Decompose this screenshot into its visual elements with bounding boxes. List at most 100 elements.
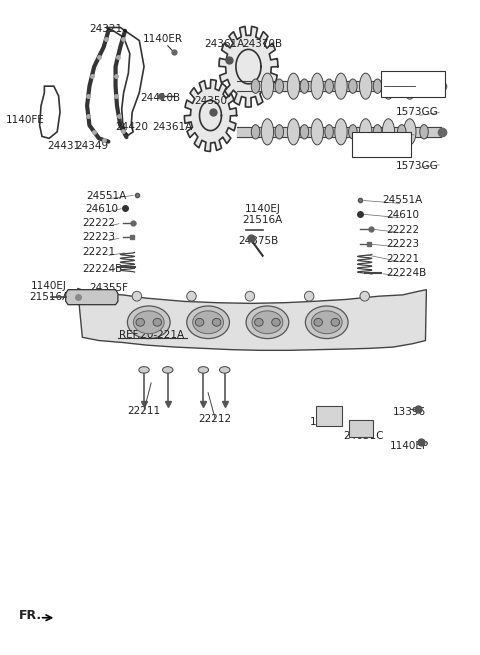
Ellipse shape — [304, 291, 314, 301]
Ellipse shape — [163, 367, 173, 373]
Ellipse shape — [348, 124, 357, 139]
Text: 24361A: 24361A — [204, 39, 245, 48]
Text: REF.20-221A: REF.20-221A — [119, 330, 184, 341]
Ellipse shape — [360, 73, 372, 99]
Text: 24551A: 24551A — [383, 195, 423, 205]
Text: 22224B: 22224B — [386, 269, 427, 278]
FancyBboxPatch shape — [316, 405, 342, 426]
Ellipse shape — [360, 119, 372, 145]
Ellipse shape — [261, 119, 274, 145]
Ellipse shape — [252, 79, 260, 94]
Text: 1140FE: 1140FE — [6, 115, 45, 125]
Ellipse shape — [187, 291, 196, 301]
Ellipse shape — [195, 318, 204, 326]
Ellipse shape — [335, 119, 347, 145]
Ellipse shape — [246, 306, 289, 339]
Ellipse shape — [198, 367, 209, 373]
Ellipse shape — [382, 73, 395, 99]
Ellipse shape — [314, 318, 323, 326]
Text: 24355F: 24355F — [89, 284, 128, 293]
Ellipse shape — [139, 367, 149, 373]
Ellipse shape — [325, 79, 334, 94]
Text: 24349: 24349 — [75, 141, 108, 151]
Ellipse shape — [382, 119, 395, 145]
Text: 22222: 22222 — [83, 218, 116, 228]
Text: 24370B: 24370B — [242, 39, 283, 48]
Ellipse shape — [420, 124, 428, 139]
Ellipse shape — [331, 318, 339, 326]
Ellipse shape — [288, 73, 300, 99]
Text: 24610: 24610 — [85, 204, 118, 214]
Ellipse shape — [420, 79, 428, 94]
Text: 22211: 22211 — [128, 406, 161, 416]
Ellipse shape — [187, 306, 229, 339]
Polygon shape — [219, 26, 278, 107]
Text: 24551A: 24551A — [86, 191, 126, 200]
Ellipse shape — [254, 318, 263, 326]
Text: 24410B: 24410B — [141, 93, 180, 103]
FancyBboxPatch shape — [349, 420, 373, 437]
Text: 24350: 24350 — [194, 96, 227, 106]
Text: 24420: 24420 — [116, 122, 149, 132]
Ellipse shape — [132, 291, 142, 301]
Ellipse shape — [127, 306, 170, 339]
Ellipse shape — [275, 79, 284, 94]
Ellipse shape — [245, 291, 254, 301]
Text: FR.: FR. — [19, 609, 42, 622]
Polygon shape — [184, 80, 237, 151]
Text: 10522: 10522 — [310, 417, 343, 427]
Ellipse shape — [312, 311, 342, 333]
Polygon shape — [78, 288, 426, 350]
Ellipse shape — [335, 73, 347, 99]
Text: 22224B: 22224B — [83, 264, 123, 274]
Ellipse shape — [397, 79, 406, 94]
Ellipse shape — [311, 73, 324, 99]
Ellipse shape — [305, 306, 348, 339]
Text: 24610: 24610 — [386, 210, 419, 219]
Ellipse shape — [373, 124, 382, 139]
Text: 1140EJ
21516A: 1140EJ 21516A — [242, 204, 283, 225]
Ellipse shape — [325, 124, 334, 139]
Text: 22223: 22223 — [386, 239, 419, 249]
FancyBboxPatch shape — [381, 71, 445, 97]
Text: 13396: 13396 — [393, 407, 426, 417]
Text: 22212: 22212 — [199, 414, 232, 424]
Ellipse shape — [311, 119, 324, 145]
Ellipse shape — [192, 311, 224, 333]
Text: 1140ER: 1140ER — [143, 34, 183, 45]
Text: 22223: 22223 — [83, 233, 116, 242]
Text: 24321: 24321 — [89, 24, 122, 34]
Ellipse shape — [252, 124, 260, 139]
Ellipse shape — [252, 311, 283, 333]
Text: 24361A: 24361A — [152, 122, 192, 132]
Ellipse shape — [360, 291, 370, 301]
Text: 22222: 22222 — [386, 225, 419, 234]
Ellipse shape — [404, 73, 416, 99]
Ellipse shape — [261, 73, 274, 99]
Text: 1140EJ
21516A: 1140EJ 21516A — [29, 281, 69, 303]
Text: 24375B: 24375B — [238, 236, 278, 246]
Text: 24651C: 24651C — [344, 432, 384, 441]
Ellipse shape — [219, 367, 230, 373]
Text: 22221: 22221 — [386, 254, 419, 264]
Ellipse shape — [373, 79, 382, 94]
Ellipse shape — [133, 311, 164, 333]
Ellipse shape — [288, 119, 300, 145]
Text: 22221: 22221 — [83, 248, 116, 257]
Text: 1140EP: 1140EP — [390, 441, 429, 451]
Ellipse shape — [275, 124, 284, 139]
FancyBboxPatch shape — [352, 132, 411, 157]
Text: 24200A: 24200A — [397, 81, 437, 91]
Ellipse shape — [136, 318, 144, 326]
Polygon shape — [66, 290, 118, 305]
Text: 1573GG: 1573GG — [396, 160, 438, 171]
Ellipse shape — [397, 124, 406, 139]
Ellipse shape — [404, 119, 416, 145]
Text: 1573GG: 1573GG — [396, 107, 438, 117]
Ellipse shape — [300, 124, 309, 139]
Ellipse shape — [153, 318, 162, 326]
Text: 24100C: 24100C — [354, 141, 395, 151]
Text: 24431: 24431 — [47, 141, 80, 151]
Ellipse shape — [212, 318, 221, 326]
Ellipse shape — [348, 79, 357, 94]
